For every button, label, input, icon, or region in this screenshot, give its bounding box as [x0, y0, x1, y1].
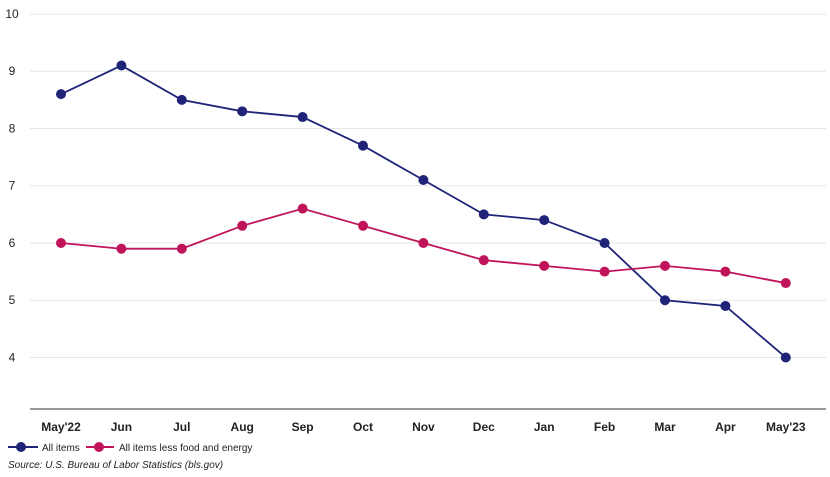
series-group — [56, 60, 791, 363]
data-point — [660, 260, 670, 271]
data-point — [780, 352, 791, 363]
y-tick-label: 6 — [9, 236, 16, 250]
data-point — [720, 266, 731, 277]
data-point — [297, 203, 308, 214]
y-tick-label: 7 — [9, 179, 16, 193]
series-core — [56, 203, 791, 289]
series-all-items — [56, 60, 791, 363]
series-line — [60, 64, 787, 359]
data-point — [539, 260, 550, 271]
x-axis: May'22 Jun Jul Aug Sep Oct Nov Dec Jan Feb Mar Apr M… — [41, 420, 806, 434]
legend-marker — [94, 442, 104, 452]
x-tick-label: Apr — [715, 420, 736, 434]
legend-item-core: All items less food and energy — [86, 442, 252, 454]
legend-marker — [16, 442, 26, 452]
legend-item-all-items: All items — [8, 442, 80, 454]
y-tick-label: 10 — [5, 7, 19, 21]
data-point — [539, 215, 550, 226]
legend: All items All items less food and energy — [8, 442, 252, 454]
data-point — [116, 60, 127, 71]
x-tick-label: Oct — [353, 420, 373, 434]
data-point — [720, 300, 731, 311]
data-point — [358, 140, 368, 151]
data-point — [56, 237, 66, 248]
source-note: Source: U.S. Bureau of Labor Statistics … — [8, 460, 223, 471]
x-tick-label: Jul — [173, 420, 190, 434]
y-tick-label: 5 — [9, 293, 16, 307]
data-point — [56, 89, 66, 100]
data-point — [478, 209, 489, 220]
x-tick-label: May'22 — [41, 420, 81, 434]
data-point — [176, 243, 187, 254]
data-point — [358, 220, 368, 231]
x-tick-label: Mar — [654, 420, 676, 434]
y-axis: 4 5 6 7 8 9 10 — [5, 7, 19, 364]
gridlines — [30, 13, 826, 358]
data-point — [780, 278, 791, 289]
data-point — [237, 220, 248, 231]
x-tick-label: Sep — [292, 420, 314, 434]
data-point — [660, 295, 670, 306]
x-tick-label: May'23 — [766, 420, 806, 434]
x-tick-label: Jun — [111, 420, 132, 434]
data-point — [418, 175, 429, 186]
legend-label: All items less food and energy — [119, 443, 252, 454]
data-point — [599, 266, 610, 277]
data-point — [176, 94, 187, 105]
data-point — [599, 237, 610, 248]
data-point — [116, 243, 127, 254]
legend-label: All items — [42, 443, 80, 454]
x-tick-label: Nov — [412, 420, 435, 434]
x-tick-label: Jan — [534, 420, 555, 434]
y-tick-label: 4 — [9, 350, 16, 364]
data-point — [237, 106, 248, 117]
data-point — [478, 255, 489, 266]
data-point — [297, 112, 308, 123]
data-point — [418, 237, 429, 248]
y-tick-label: 9 — [9, 64, 16, 78]
x-tick-label: Feb — [594, 420, 615, 434]
x-tick-label: Dec — [473, 420, 495, 434]
x-tick-label: Aug — [231, 420, 254, 434]
y-tick-label: 8 — [9, 121, 16, 135]
